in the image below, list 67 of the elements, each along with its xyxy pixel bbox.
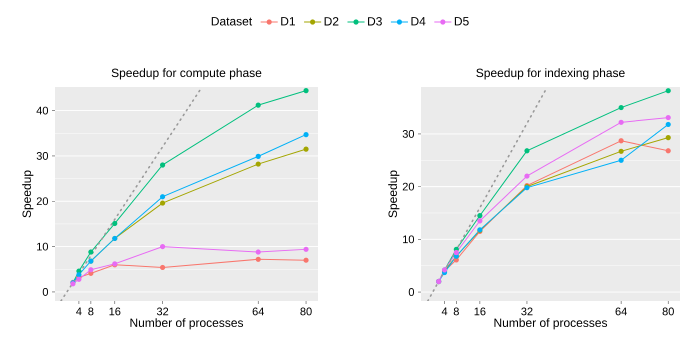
- point: [160, 244, 166, 250]
- chart-title: Speedup for indexing phase: [476, 68, 625, 80]
- y-tick-label: 10: [403, 235, 414, 244]
- point: [76, 272, 82, 278]
- point: [256, 154, 261, 159]
- x-tick-label: 32: [521, 308, 533, 316]
- x-tick-label: 4: [76, 308, 82, 316]
- point: [256, 102, 261, 108]
- legend-label: D3: [368, 17, 382, 26]
- y-axis-title: Speedup: [388, 170, 400, 218]
- x-tick-label: 32: [156, 308, 168, 316]
- point: [256, 161, 261, 167]
- point: [666, 114, 671, 120]
- y-tick-label: 20: [402, 182, 414, 191]
- point: [112, 220, 118, 226]
- point: [666, 148, 671, 154]
- point: [666, 135, 671, 140]
- point: [618, 138, 624, 144]
- legend-title: Dataset: [212, 17, 252, 26]
- point: [303, 132, 309, 138]
- point: [454, 250, 459, 256]
- point: [160, 194, 166, 200]
- point: [303, 258, 309, 263]
- point: [160, 162, 166, 168]
- x-tick-label: 8: [88, 308, 94, 316]
- y-tick-label: 10: [37, 242, 48, 250]
- point: [256, 249, 261, 255]
- legend-label: D4: [411, 17, 426, 26]
- point: [666, 88, 671, 94]
- y-tick-label: 40: [36, 106, 48, 114]
- point: [160, 200, 166, 206]
- point: [618, 120, 624, 125]
- x-tick-label: 16: [109, 308, 120, 316]
- x-axis-title: Number of processes: [494, 318, 608, 330]
- x-tick-label: 4: [442, 308, 448, 316]
- point: [160, 264, 166, 270]
- point: [303, 246, 309, 252]
- legend-label: D2: [324, 17, 338, 26]
- point: [477, 218, 482, 224]
- point: [524, 148, 530, 154]
- point: [618, 104, 624, 110]
- y-tick-label: 20: [36, 197, 48, 206]
- point: [303, 146, 309, 152]
- y-tick-label: 30: [402, 130, 414, 138]
- y-tick-label: 0: [42, 288, 48, 296]
- x-tick-label: 80: [662, 308, 674, 316]
- point: [618, 148, 624, 154]
- point: [88, 267, 94, 272]
- chart-title: Speedup for compute phase: [112, 68, 262, 80]
- legend-label: D1: [281, 17, 295, 26]
- point: [256, 256, 261, 262]
- point: [477, 213, 482, 218]
- legend-label: D5: [454, 17, 469, 26]
- point: [88, 249, 94, 255]
- x-tick-label: 64: [616, 308, 627, 316]
- point: [303, 88, 309, 94]
- y-axis-title: Speedup: [22, 170, 34, 218]
- x-tick-label: 16: [474, 308, 486, 316]
- x-tick-label: 80: [300, 308, 312, 316]
- point: [524, 173, 530, 179]
- y-tick-label: 0: [408, 288, 414, 296]
- x-tick-label: 64: [252, 308, 264, 316]
- x-tick-label: 8: [454, 308, 459, 316]
- point: [618, 158, 624, 163]
- x-axis-title: Number of processes: [130, 318, 244, 330]
- y-tick-label: 30: [36, 152, 48, 160]
- point: [666, 122, 671, 128]
